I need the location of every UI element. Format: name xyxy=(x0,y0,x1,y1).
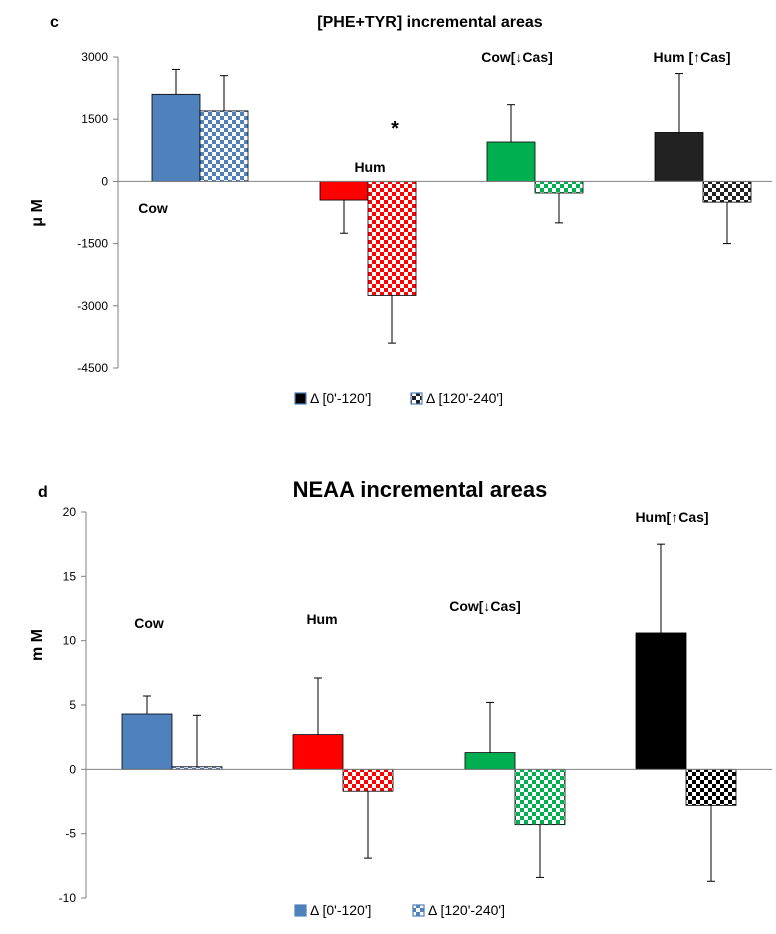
bar-c-2-1 xyxy=(534,180,584,194)
bar-d-2-0 xyxy=(464,752,516,770)
y-axis-label-d: m M xyxy=(29,629,46,661)
y-tick-label: 15 xyxy=(63,569,77,583)
category-label: Cow xyxy=(134,615,164,631)
y-tick-label: -3000 xyxy=(77,299,108,313)
bar-c-3-0 xyxy=(654,132,704,182)
bar-c-3-1 xyxy=(702,180,752,203)
chart-d: d NEAA incremental areas m M 20 15 10 5 0 -5 -… xyxy=(29,477,772,918)
bar-d-1-0 xyxy=(292,734,344,770)
chart-title-d: NEAA incremental areas xyxy=(293,477,548,502)
category-label: Cow xyxy=(138,200,168,216)
legend-swatch xyxy=(294,392,307,405)
y-tick-label: 20 xyxy=(63,505,77,519)
y-tick-label: -5 xyxy=(65,827,76,841)
y-tick-label: 1500 xyxy=(81,112,108,126)
category-label: Cow[↓Cas] xyxy=(481,49,553,65)
y-tick-label: 10 xyxy=(63,634,77,648)
bar-d-3-1 xyxy=(685,768,737,806)
bar-c-1-1 xyxy=(367,180,417,296)
bar-c-2-0 xyxy=(486,141,536,182)
category-label: Hum[↑Cas] xyxy=(635,509,708,525)
legend-swatch xyxy=(294,904,307,917)
plot-area-c: 3000 1500 0 -1500 -3000 -4500 Cow Hum Cow[↓Cas] H… xyxy=(77,49,772,406)
y-tick-label: -10 xyxy=(59,891,77,905)
bar-d-0-0 xyxy=(121,713,173,770)
chart-title-c: [PHE+TYR] incremental areas xyxy=(317,14,543,31)
plot-area-d: 20 15 10 5 0 -5 -10 Cow Hum Cow[↓Cas] Hum[↑Cas] Δ [… xyxy=(59,505,772,918)
panel-letter-d: d xyxy=(38,484,48,501)
bar-c-0-0 xyxy=(151,93,201,182)
chart-c: c [PHE+TYR] incremental areas μ M 3000 15… xyxy=(29,14,772,406)
y-tick-label: -4500 xyxy=(77,361,108,375)
y-tick-label: 0 xyxy=(69,762,76,776)
y-axis-label-c: μ M xyxy=(29,199,46,227)
legend-label: Δ [120'-240'] xyxy=(428,902,505,918)
category-label: Hum xyxy=(306,611,337,627)
y-tick-label: 3000 xyxy=(81,50,108,64)
legend-swatch xyxy=(412,904,425,917)
bar-c-0-1 xyxy=(199,110,249,182)
y-tick-label: -1500 xyxy=(77,237,108,251)
legend-label: Δ [0'-120'] xyxy=(310,390,371,406)
panel-letter-c: c xyxy=(50,14,59,31)
category-label: Hum xyxy=(354,159,385,175)
legend-swatch xyxy=(410,392,423,405)
bar-d-1-1 xyxy=(342,768,394,792)
bar-d-3-0 xyxy=(635,632,687,770)
y-tick-label: 0 xyxy=(101,174,108,188)
legend-label: Δ [120'-240'] xyxy=(426,390,503,406)
bar-d-2-1 xyxy=(514,768,566,826)
legend-label: Δ [0'-120'] xyxy=(310,902,371,918)
category-label: Hum [↑Cas] xyxy=(653,49,730,65)
significance-marker: * xyxy=(391,118,399,140)
bar-c-1-0 xyxy=(319,180,369,201)
category-label: Cow[↓Cas] xyxy=(449,598,521,614)
y-tick-label: 5 xyxy=(69,698,76,712)
